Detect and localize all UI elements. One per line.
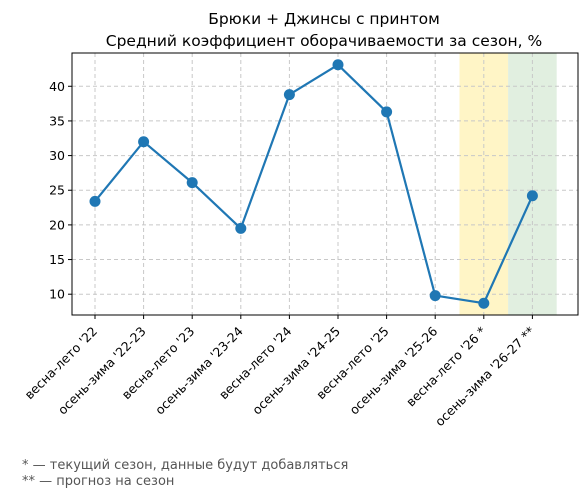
y-tick-label-2: 20 (49, 217, 65, 232)
y-tick-label-6: 40 (49, 79, 65, 94)
y-axis: 10 15 20 25 30 35 40 (49, 79, 72, 302)
series-line-0 (94, 63, 534, 305)
data-point-5 (332, 59, 344, 71)
data-point-6 (381, 106, 393, 118)
y-tick-label-0: 10 (49, 287, 65, 302)
highlight-band-0 (459, 53, 509, 315)
data-point-3 (235, 222, 247, 234)
chart-subtitle: Средний коэффициент оборачиваемости за с… (106, 32, 542, 50)
y-tick-label-1: 15 (49, 252, 65, 267)
chart-title: Брюки + Джинсы с принтом (208, 10, 440, 28)
data-point-0 (89, 195, 101, 207)
series (89, 59, 538, 309)
y-tick-label-3: 25 (49, 183, 65, 198)
y-tick-label-4: 30 (49, 148, 65, 163)
footnote-forecast: ** — прогноз на сезон (22, 474, 174, 489)
plot-frame (71, 52, 579, 316)
data-point-7 (429, 290, 441, 302)
data-point-8 (478, 297, 490, 309)
data-point-1 (138, 136, 150, 148)
data-point-2 (186, 177, 198, 189)
data-point-4 (283, 89, 295, 101)
highlight-bands (459, 53, 557, 315)
data-point-9 (526, 190, 538, 202)
footnote-current-season: * — текущий сезон, данные будут добавлят… (22, 458, 348, 473)
highlight-band-1 (508, 53, 557, 315)
y-tick-label-5: 35 (49, 113, 65, 128)
